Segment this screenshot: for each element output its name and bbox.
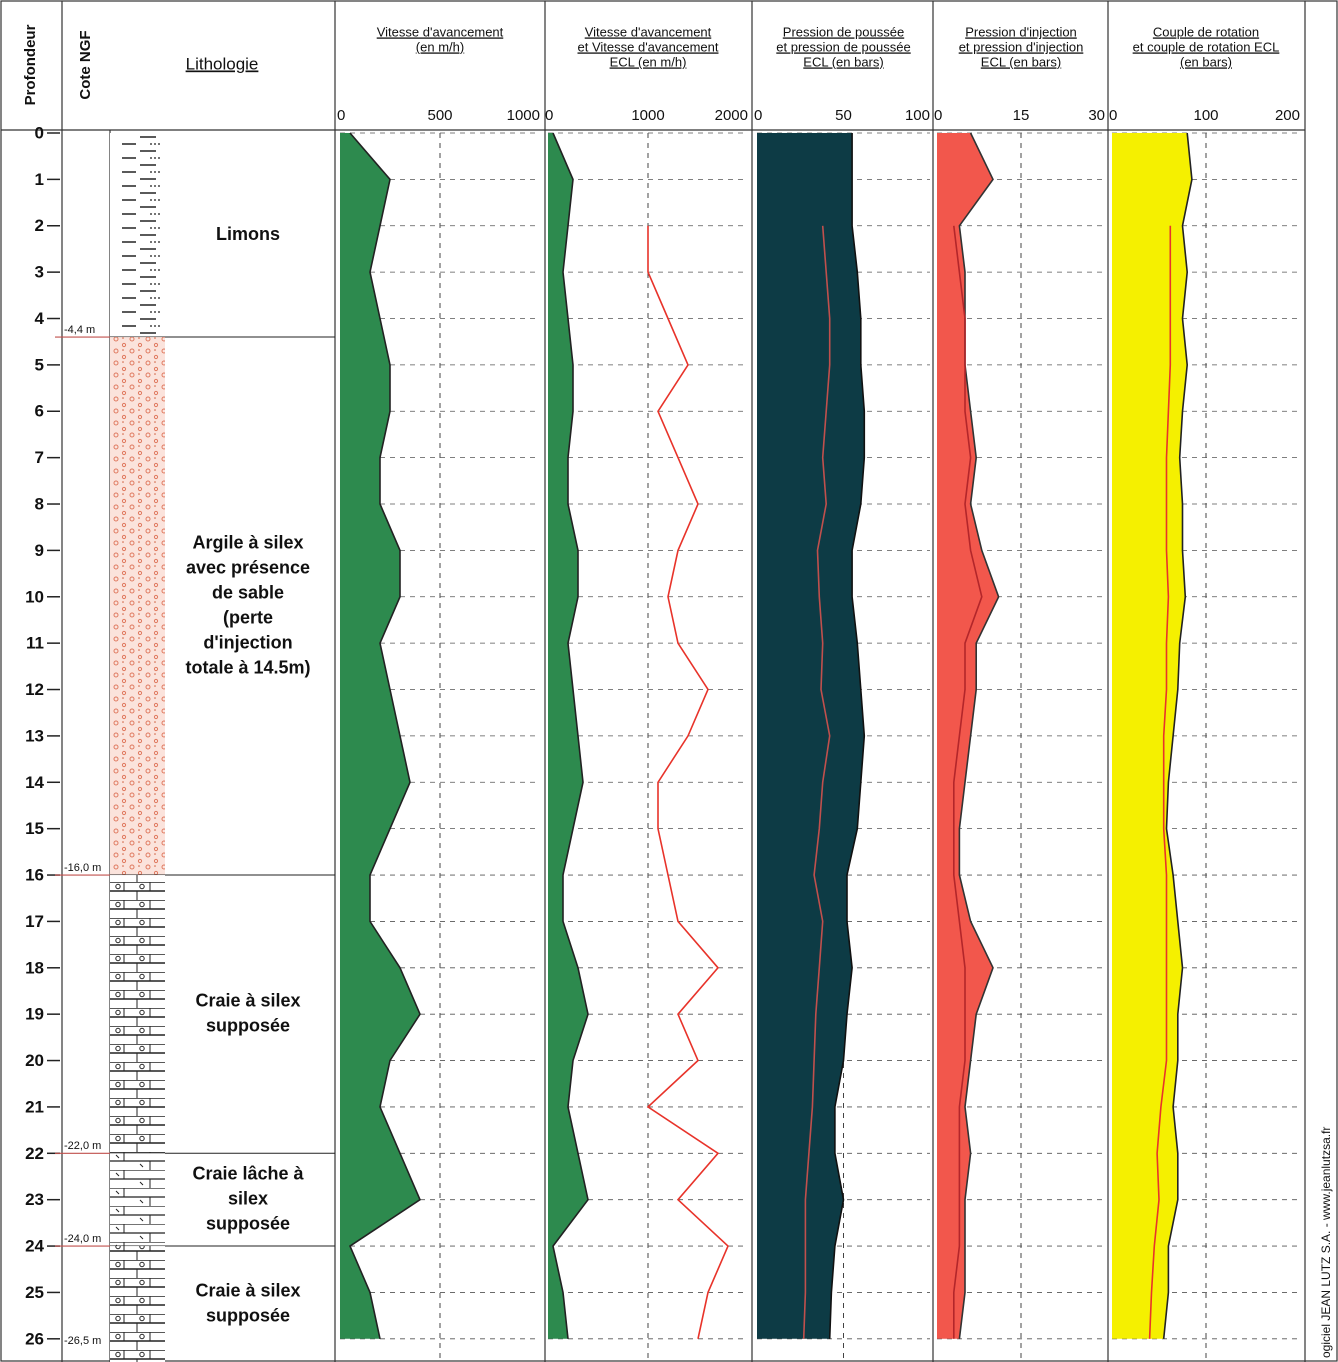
depth-label: 8 bbox=[35, 495, 44, 514]
track-title: ECL (en bars) bbox=[981, 54, 1061, 69]
x-tick-label: 2000 bbox=[715, 107, 748, 124]
lithology-pattern bbox=[110, 875, 165, 1154]
lithology-label: totale à 14.5m) bbox=[185, 657, 310, 677]
depth-label: 16 bbox=[25, 866, 44, 885]
depth-header: Profondeur bbox=[22, 24, 39, 105]
depth-label: 3 bbox=[35, 263, 44, 282]
lithology-label: d'injection bbox=[203, 632, 292, 652]
lithology-label: avec présence bbox=[186, 557, 310, 577]
depth-label: 13 bbox=[25, 726, 44, 745]
depth-label: 14 bbox=[25, 773, 44, 792]
lithology-label: supposée bbox=[206, 1213, 290, 1233]
curve-line bbox=[828, 133, 866, 1339]
depth-label: 0 bbox=[35, 123, 44, 142]
lithology-label: de sable bbox=[212, 582, 284, 602]
lithology-pattern bbox=[110, 1246, 165, 1362]
depth-label: 12 bbox=[25, 680, 44, 699]
depth-label: 9 bbox=[35, 541, 44, 560]
curve-fill bbox=[757, 133, 865, 1339]
depth-label: 7 bbox=[35, 448, 44, 467]
x-tick-label: 100 bbox=[905, 107, 930, 124]
lithology-label: Craie lâche à bbox=[192, 1163, 304, 1183]
lithology-label: Argile à silex bbox=[192, 532, 303, 552]
x-tick-label: 1000 bbox=[507, 107, 540, 124]
ecl-line bbox=[953, 225, 983, 1339]
curve-fill bbox=[548, 133, 588, 1339]
lithology-label: Craie à silex bbox=[195, 990, 300, 1010]
depth-label: 4 bbox=[35, 309, 45, 328]
lithology-pattern bbox=[110, 133, 165, 338]
depth-label: 1 bbox=[35, 170, 44, 189]
depth-label: 24 bbox=[25, 1237, 44, 1256]
track-title: Vitesse d'avancement bbox=[377, 24, 504, 39]
lithology-label: (perte bbox=[223, 607, 273, 627]
x-tick-label: 15 bbox=[1013, 107, 1030, 124]
depth-label: 2 bbox=[35, 216, 44, 235]
track-title: et Vitesse d'avancement bbox=[578, 39, 719, 54]
x-tick-label: 0 bbox=[337, 107, 345, 124]
x-tick-label: 200 bbox=[1275, 107, 1300, 124]
lithology-pattern bbox=[110, 1153, 165, 1247]
track-title: et pression d'injection bbox=[959, 39, 1084, 54]
x-tick-label: 100 bbox=[1193, 107, 1218, 124]
ecl-line bbox=[646, 225, 729, 1339]
curve-fill bbox=[1112, 133, 1192, 1339]
lithology-pattern bbox=[110, 337, 165, 876]
curve-line bbox=[1162, 132, 1193, 1339]
depth-label: 23 bbox=[25, 1190, 44, 1209]
cote-label: -26,5 m bbox=[64, 1335, 101, 1347]
track-title: Pression d'injection bbox=[965, 24, 1077, 39]
track-title: Vitesse d'avancement bbox=[585, 24, 712, 39]
x-tick-label: 0 bbox=[754, 107, 762, 124]
track-title: ECL (en m/h) bbox=[610, 54, 687, 69]
depth-label: 15 bbox=[25, 819, 44, 838]
lithology-header: Lithologie bbox=[186, 54, 259, 73]
depth-label: 22 bbox=[25, 1144, 44, 1163]
depth-label: 11 bbox=[26, 634, 44, 653]
depth-label: 17 bbox=[25, 912, 44, 931]
depth-label: 21 bbox=[25, 1097, 44, 1116]
x-tick-label: 50 bbox=[835, 107, 852, 124]
depth-label: 19 bbox=[25, 1005, 44, 1024]
footer-credit: ogiciel JEAN LUTZ S.A. - www.jeanlutzsa.… bbox=[1319, 1127, 1333, 1358]
track-title: (en bars) bbox=[1180, 54, 1232, 69]
cote-label: -4,4 m bbox=[64, 324, 95, 336]
track-title: (en m/h) bbox=[416, 39, 464, 54]
ecl-line bbox=[802, 225, 831, 1339]
lithology-label: supposée bbox=[206, 1305, 290, 1325]
x-tick-label: 0 bbox=[1109, 107, 1117, 124]
cote-label: -22,0 m bbox=[64, 1140, 101, 1152]
depth-label: 20 bbox=[25, 1051, 44, 1070]
depth-label: 26 bbox=[25, 1329, 44, 1348]
depth-label: 18 bbox=[25, 958, 44, 977]
curve-line bbox=[349, 132, 421, 1339]
track-title: ECL (en bars) bbox=[803, 54, 883, 69]
lithology-label: supposée bbox=[206, 1015, 290, 1035]
depth-label: 10 bbox=[25, 587, 44, 606]
cote-label: -16,0 m bbox=[64, 862, 101, 874]
curve-fill bbox=[340, 133, 420, 1339]
track-title: Pression de poussée bbox=[783, 24, 904, 39]
depth-label: 25 bbox=[25, 1283, 44, 1302]
cote-label: -24,0 m bbox=[64, 1233, 101, 1245]
lithology-label: Craie à silex bbox=[195, 1280, 300, 1300]
track-title: et couple de rotation ECL bbox=[1133, 39, 1280, 54]
depth-label: 5 bbox=[35, 355, 44, 374]
ecl-line bbox=[1148, 225, 1172, 1339]
x-tick-label: 0 bbox=[934, 107, 942, 124]
track-title: Couple de rotation bbox=[1153, 24, 1259, 39]
x-tick-label: 0 bbox=[545, 107, 553, 124]
curve-line bbox=[552, 132, 589, 1339]
x-tick-label: 1000 bbox=[631, 107, 664, 124]
x-tick-label: 500 bbox=[427, 107, 452, 124]
depth-label: 6 bbox=[35, 402, 44, 421]
cote-header: Cote NGF bbox=[77, 30, 94, 99]
x-tick-label: 30 bbox=[1088, 107, 1105, 124]
lithology-label: silex bbox=[228, 1188, 268, 1208]
curve-fill bbox=[937, 133, 999, 1339]
track-title: et pression de poussée bbox=[776, 39, 910, 54]
lithology-label: Limons bbox=[216, 224, 280, 244]
